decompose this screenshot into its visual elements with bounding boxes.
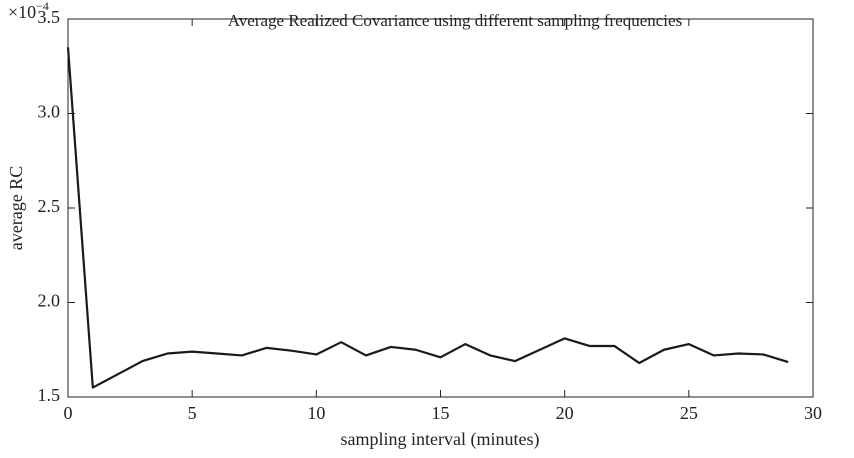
plot-frame (67, 18, 814, 398)
x-tick-label: 20 (556, 403, 574, 423)
y-tick-label: 3.0 (38, 102, 61, 122)
y-tick-label: 3.5 (38, 7, 61, 27)
y-tick-label: 2.0 (38, 291, 61, 311)
data-line (66, 47, 789, 389)
y-multiplier: ×10−4 (8, 0, 49, 22)
y-axis-label: average RC (6, 166, 26, 250)
y-multiplier-exponent: −4 (36, 0, 49, 13)
x-tick-label: 30 (804, 403, 822, 423)
x-tick-label: 25 (680, 403, 698, 423)
y-multiplier-base: ×10 (8, 2, 36, 22)
y-tick-label: 1.5 (38, 385, 61, 405)
y-tick-label: 2.5 (38, 196, 61, 216)
x-axis-label: sampling interval (minutes) (341, 429, 540, 450)
x-tick-label: 5 (188, 403, 197, 423)
x-tick-label: 0 (64, 403, 73, 423)
x-tick-label: 15 (432, 403, 450, 423)
x-tick-label: 10 (307, 403, 325, 423)
chart-title: Average Realized Covariance using differ… (228, 11, 682, 30)
